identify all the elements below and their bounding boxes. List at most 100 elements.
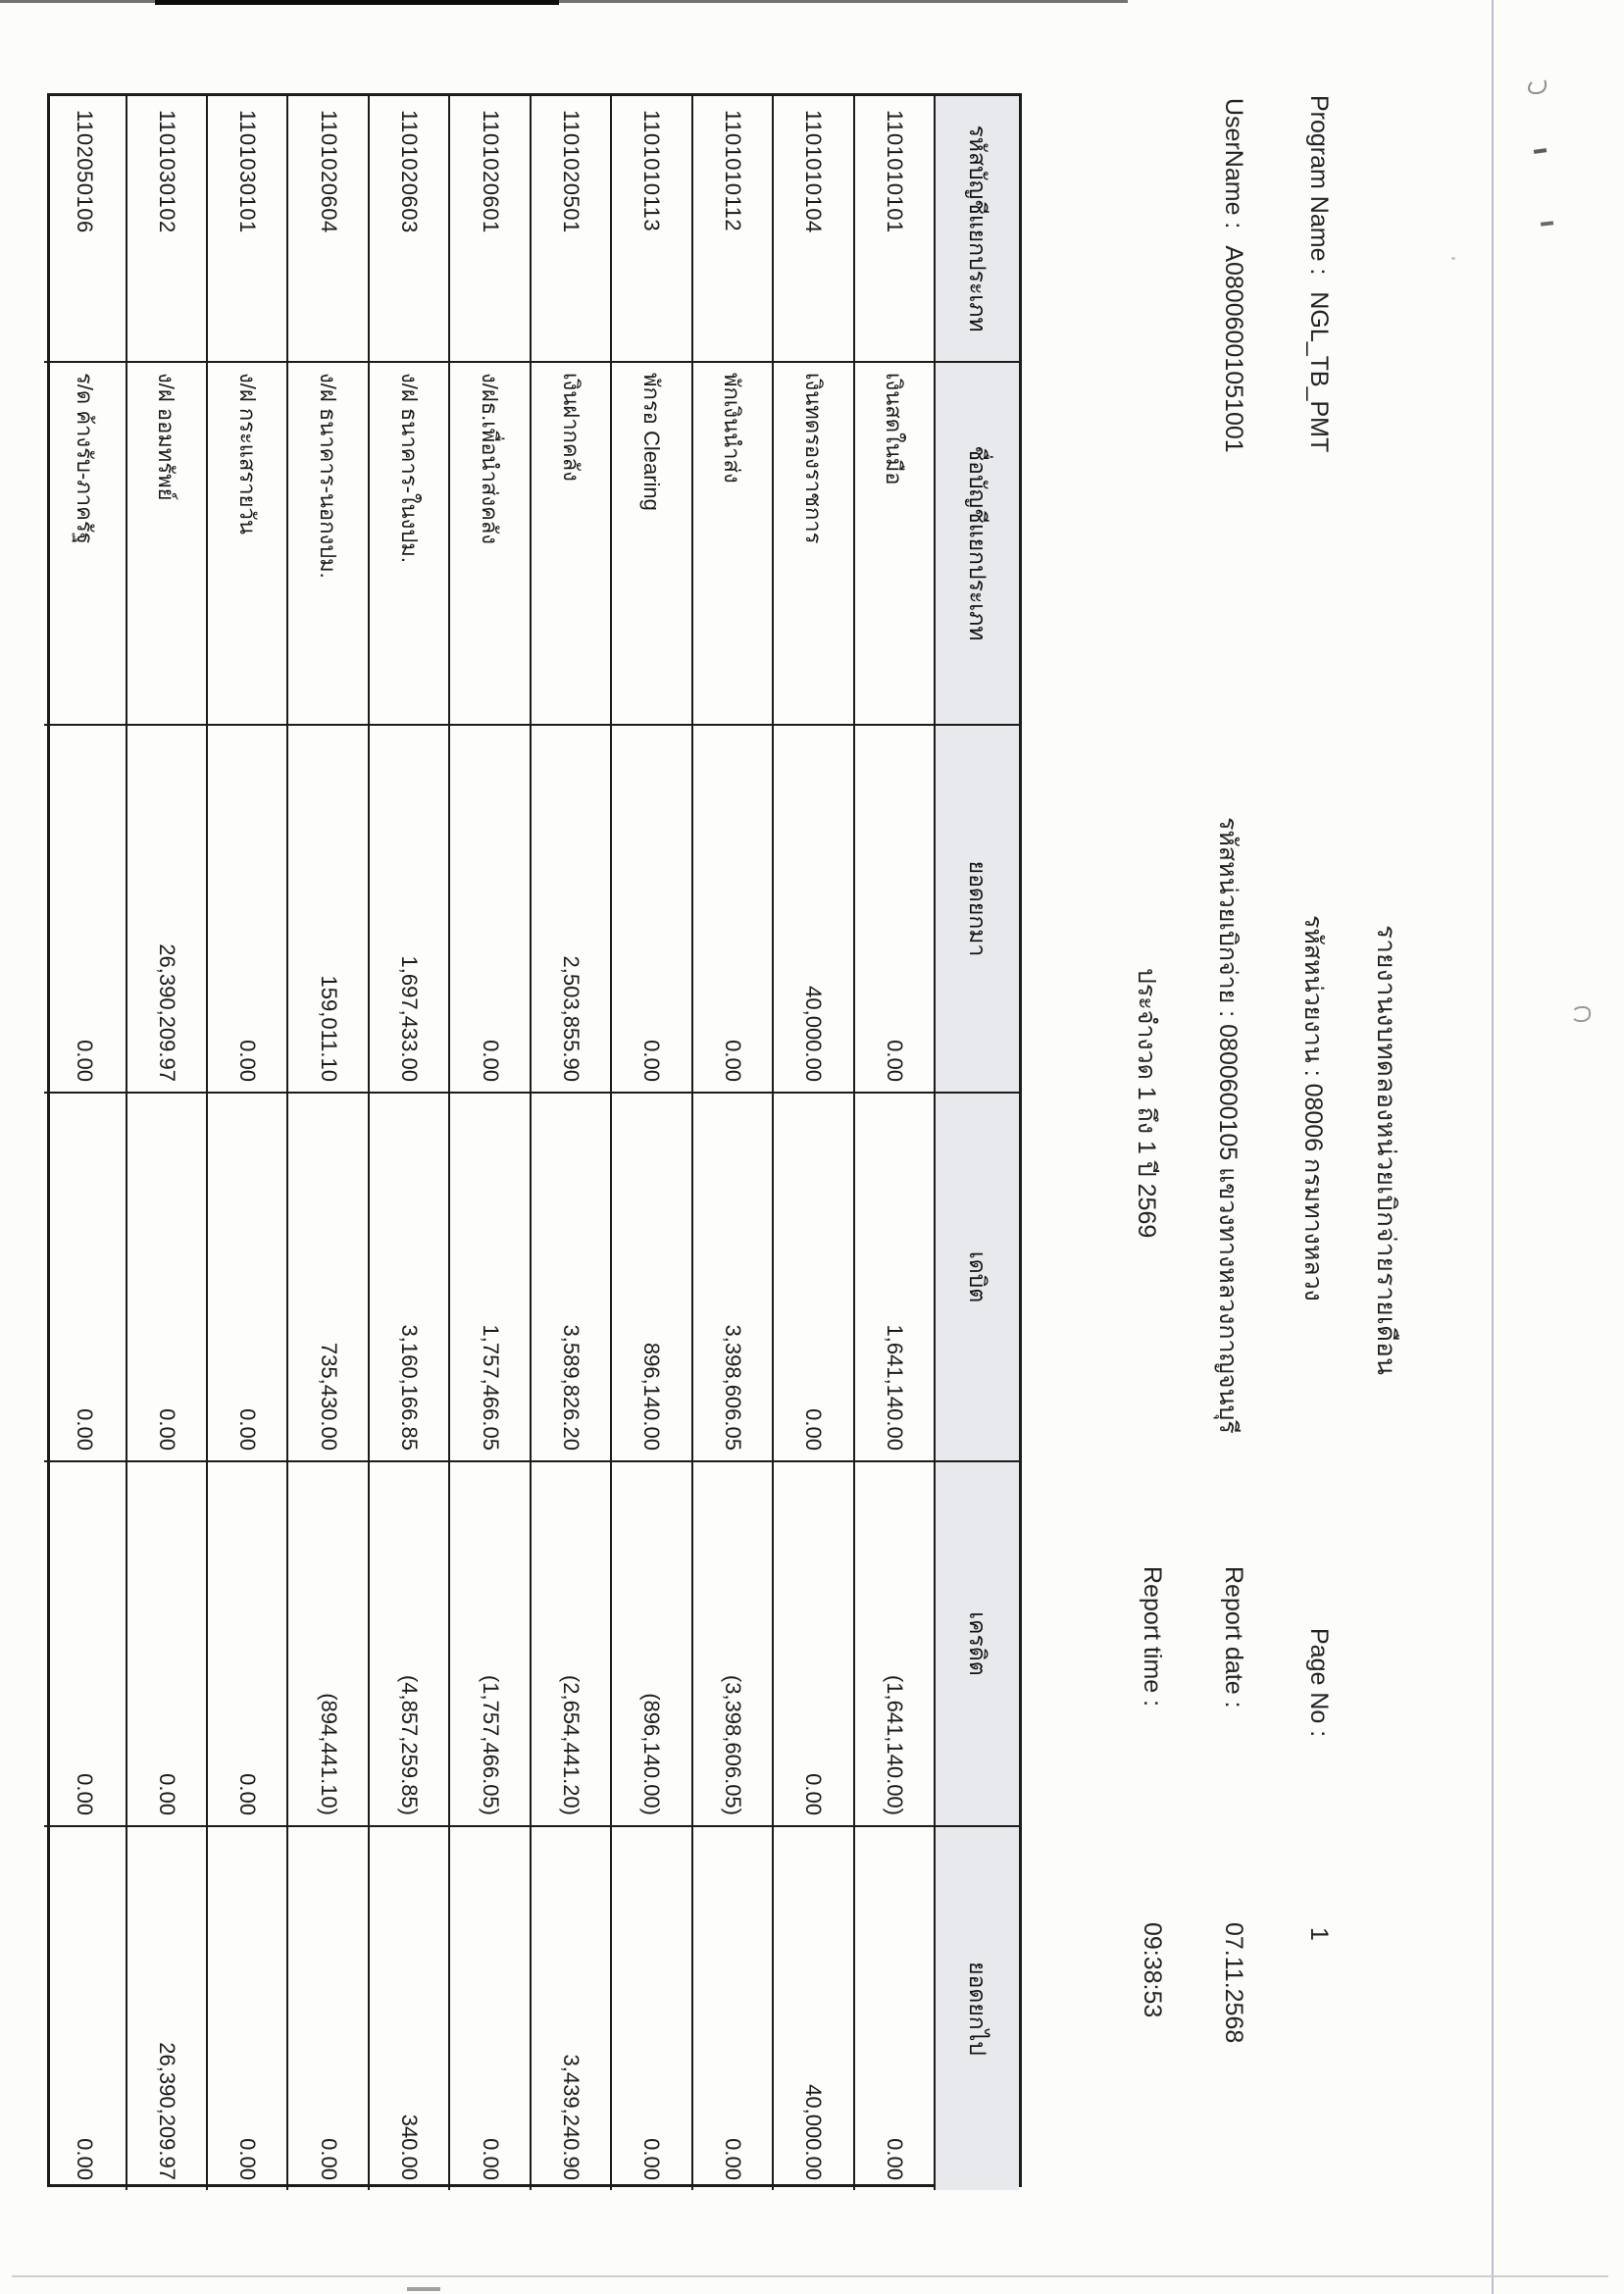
carry-forward-cell: 0.00 [448, 1827, 530, 2190]
account-name-cell: ร/ด ค้างรับ-ภาครัฐ [44, 363, 126, 726]
page-no-label: Page No : [1305, 1628, 1333, 1738]
scan-artifact-bottom-mark [407, 2287, 440, 2291]
username-value: A08006001051001 [1220, 245, 1247, 453]
account-code-cell: 1102050106 [44, 96, 126, 363]
carry-forward-cell: 40,000.00 [772, 1827, 853, 2190]
report-time-value: 09:38:53 [1139, 1922, 1166, 2018]
debit-cell: 0.00 [772, 1094, 853, 1462]
account-name-cell: พักรอ Clearing [610, 363, 691, 726]
balance-forward-cell: 0.00 [852, 726, 934, 1094]
balance-forward-cell: 40,000.00 [772, 726, 853, 1094]
carry-forward-cell: 0.00 [610, 1827, 691, 2190]
report-date-label: Report date : [1220, 1566, 1247, 1708]
account-name-cell: เงินสดในมือ [852, 363, 934, 726]
credit-cell: (894,441.10) [286, 1462, 368, 1827]
balance-forward-cell: 26,390,209.97 [125, 726, 207, 1094]
account-code-cell: 1101010113 [610, 96, 691, 363]
scan-artifact-dash [1540, 221, 1554, 227]
landscape-sheet: รายงานงบทดลองหน่วยเบิกจ่ายรายเดือน Progr… [44, 93, 1401, 2190]
account-code-cell: 1101030102 [125, 96, 207, 363]
scan-artifact-dash [1533, 148, 1548, 154]
account-name-cell: ง/ฝ ธนาคาร-ในงปม. [367, 363, 449, 726]
credit-cell: (2,654,441.20) [529, 1462, 611, 1827]
credit-cell: (896,140.00) [610, 1462, 691, 1827]
balance-forward-cell: 0.00 [44, 726, 126, 1094]
credit-cell: 0.00 [206, 1462, 287, 1827]
credit-cell: 0.00 [44, 1462, 126, 1827]
account-code-cell: 1101010104 [772, 96, 853, 363]
carry-forward-cell: 0.00 [206, 1827, 287, 2190]
account-code-cell: 1101010101 [852, 96, 934, 363]
debit-cell: 0.00 [206, 1094, 287, 1462]
carry-forward-cell: 0.00 [690, 1827, 773, 2190]
scan-artifact-curl [1571, 1006, 1591, 1022]
debit-cell: 3,160,166.85 [367, 1094, 449, 1462]
account-code-cell: 1101010112 [690, 96, 773, 363]
scan-artifact-bottom-line [12, 2275, 1608, 2277]
report-date-value: 07.11.2568 [1220, 1922, 1247, 2044]
debit-cell: 735,430.00 [286, 1094, 368, 1462]
credit-cell: (1,757,466.05) [448, 1462, 530, 1827]
carry-forward-cell: 0.00 [286, 1827, 368, 2190]
carry-forward-cell: 0.00 [852, 1827, 934, 2190]
debit-cell: 0.00 [125, 1094, 207, 1462]
disbursement-unit-line: รหัสหน่วยเบิกจ่าย : 0800600105 แขวงทางหล… [1214, 817, 1242, 1434]
balance-forward-cell: 2,503,855.90 [529, 726, 611, 1094]
period-line: ประจำงวด 1 ถึง 1 ปี 2569 [1133, 968, 1160, 1239]
carry-forward-cell: 0.00 [73, 2138, 98, 2180]
account-name-cell: พักเงินนำส่ง [690, 363, 773, 726]
trial-balance-table: รหัสบัญชีแยกประเภท ชื่อบัญชีแยกประเภท ยอดย… [44, 93, 1022, 2190]
debit-cell: 3,398,606.05 [690, 1094, 773, 1462]
account-code-cell: 1101020601 [448, 96, 530, 363]
debit-cell: 1,641,140.00 [852, 1094, 934, 1462]
account-name-cell: ง/ฝ ธนาคาร-นอกงปม. [286, 363, 368, 726]
scan-artifact-dot [1451, 257, 1455, 260]
page-no-value: 1 [1305, 1927, 1333, 1941]
debit-cell: 1,757,466.05 [448, 1094, 530, 1462]
column-header: เครดิต [934, 1462, 1019, 1827]
account-name-cell: ง/ฝ ออมทรัพย์ [125, 363, 207, 726]
account-code-cell: 1101020501 [529, 96, 611, 363]
account-name-cell: ง/ฝธ.เพื่อนำส่งคลัง [448, 363, 530, 726]
account-name-cell: เงินฝากคลัง [529, 363, 611, 726]
scan-artifact-top-bar [0, 0, 1128, 3]
username-line: UserName : A08006001051001 [1219, 98, 1247, 453]
account-code-cell: 1101020604 [286, 96, 368, 363]
scan-artifact-edge-line [1492, 0, 1494, 2294]
account-name-cell: ง/ฝ กระแสรายวัน [206, 363, 287, 726]
credit-cell: 0.00 [772, 1462, 853, 1827]
column-header: ชื่อบัญชีแยกประเภท [934, 363, 1019, 726]
credit-cell: (1,641,140.00) [852, 1462, 934, 1827]
credit-cell: 0.00 [125, 1462, 207, 1827]
balance-forward-cell: 0.00 [610, 726, 691, 1094]
balance-forward-cell: 0.00 [690, 726, 773, 1094]
account-code-cell: 1101020603 [367, 96, 449, 363]
scan-artifact-curl [1528, 78, 1547, 94]
debit-cell: 0.00 [44, 1094, 126, 1462]
column-header: ยอดยกมา [934, 726, 1019, 1094]
debit-cell: 3,589,826.20 [529, 1094, 611, 1462]
report-title: รายงานงบทดลองหน่วยเบิกจ่ายรายเดือน [1372, 925, 1401, 1376]
account-name-cell: เงินทดรองราชการ [772, 363, 853, 726]
balance-forward-cell: 0.00 [206, 726, 287, 1094]
scan-artifact-top-bar-dark [155, 0, 559, 5]
column-header: รหัสบัญชีแยกประเภท [934, 96, 1019, 363]
program-name-line: Program Name : NGL_TB_PMT [1304, 95, 1333, 452]
report-time-label: Report time : [1139, 1566, 1166, 1708]
carry-forward-cell: 340.00 [367, 1827, 449, 2190]
carry-forward-cell: 3,439,240.90 [529, 1827, 611, 2190]
agency-line: รหัสหน่วยงาน : 08006 กรมทางหลวง [1299, 915, 1327, 1301]
balance-forward-cell: 0.00 [448, 726, 530, 1094]
debit-cell: 896,140.00 [610, 1094, 691, 1462]
credit-cell: (4,857,259.85) [367, 1462, 449, 1827]
balance-forward-cell: 1,697,433.00 [367, 726, 449, 1094]
balance-forward-cell: 159,011.10 [286, 726, 368, 1094]
credit-cell: (3,398,606.05) [690, 1462, 773, 1827]
carry-forward-cell: 26,390,209.97 [125, 1827, 207, 2190]
program-name-label: Program Name : [1305, 95, 1333, 276]
username-label: UserName : [1220, 98, 1247, 229]
account-code-cell: 1101030101 [206, 96, 287, 363]
program-name-value: NGL_TB_PMT [1305, 291, 1333, 453]
column-header: ยอดยกไป [934, 1827, 1019, 2190]
